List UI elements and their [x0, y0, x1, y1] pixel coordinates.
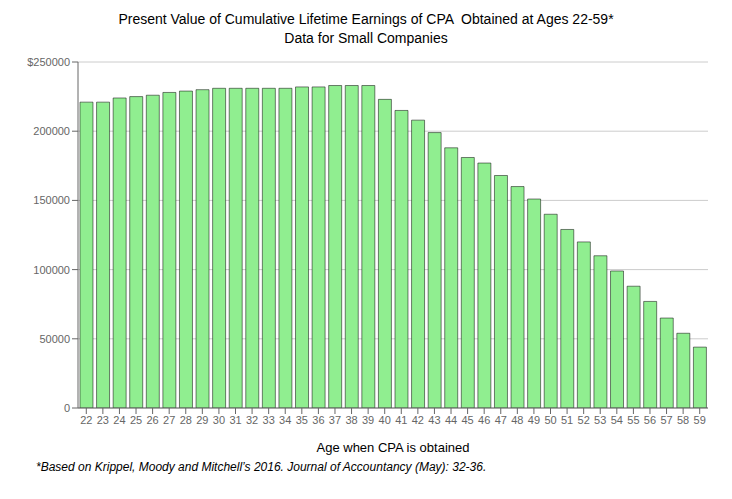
svg-text:37: 37: [329, 414, 341, 426]
svg-text:36: 36: [312, 414, 324, 426]
svg-text:41: 41: [395, 414, 407, 426]
svg-text:22: 22: [80, 414, 92, 426]
svg-text:45: 45: [461, 414, 473, 426]
svg-text:31: 31: [229, 414, 241, 426]
svg-text:59: 59: [694, 414, 706, 426]
svg-text:47: 47: [495, 414, 507, 426]
svg-text:40: 40: [379, 414, 391, 426]
svg-text:52: 52: [578, 414, 590, 426]
svg-text:46: 46: [478, 414, 490, 426]
html-text:*Based on Krippel, Moody and M: *Based on Krippel, Moody and Mitchell’s …: [36, 460, 487, 474]
svg-text:43: 43: [428, 414, 440, 426]
svg-text:39: 39: [362, 414, 374, 426]
svg-text:50000: 50000: [39, 333, 70, 345]
svg-text:24: 24: [113, 414, 125, 426]
svg-text:50: 50: [544, 414, 556, 426]
svg-text:48: 48: [511, 414, 523, 426]
svg-text:33: 33: [263, 414, 275, 426]
svg-text:29: 29: [196, 414, 208, 426]
svg-text:100000: 100000: [33, 264, 70, 276]
html-text:Present Value of Cumulative Li: Present Value of Cumulative Lifetime Ear…: [118, 11, 614, 27]
svg-text:44: 44: [445, 414, 457, 426]
svg-text:32: 32: [246, 414, 258, 426]
svg-text:23: 23: [97, 414, 109, 426]
svg-text:0: 0: [64, 402, 70, 414]
svg-text:53: 53: [594, 414, 606, 426]
svg-text:57: 57: [660, 414, 672, 426]
svg-text:38: 38: [345, 414, 357, 426]
svg-text:49: 49: [528, 414, 540, 426]
svg-text:54: 54: [611, 414, 623, 426]
svg-text:51: 51: [561, 414, 573, 426]
svg-text:34: 34: [279, 414, 291, 426]
svg-text:55: 55: [627, 414, 639, 426]
svg-text:26: 26: [146, 414, 158, 426]
svg-text:35: 35: [296, 414, 308, 426]
html-text:Data for Small Companies: Data for Small Companies: [284, 30, 448, 46]
svg-text:25: 25: [130, 414, 142, 426]
svg-text:56: 56: [644, 414, 656, 426]
svg-text:$250000: $250000: [27, 56, 70, 68]
svg-text:28: 28: [180, 414, 192, 426]
svg-text:27: 27: [163, 414, 175, 426]
svg-text:200000: 200000: [33, 125, 70, 137]
svg-text:58: 58: [677, 414, 689, 426]
svg-text:Age when CPA is obtained: Age when CPA is obtained: [317, 440, 470, 455]
svg-text:42: 42: [412, 414, 424, 426]
svg-text:30: 30: [213, 414, 225, 426]
svg-text:150000: 150000: [33, 194, 70, 206]
